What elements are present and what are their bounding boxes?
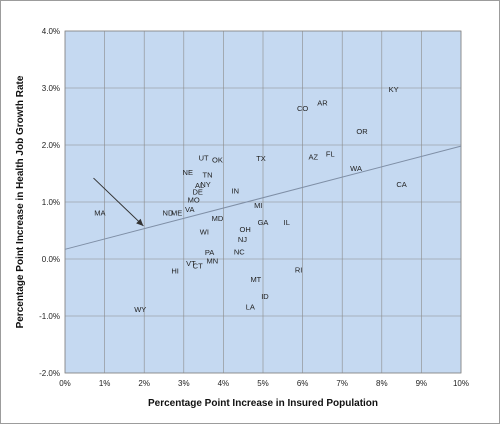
point-label-az: AZ (308, 152, 318, 161)
x-tick-label: 4% (218, 379, 230, 388)
tick-labels: 0% 1% 2% 3% 4% 5% 6% 7% 8% 9% 10% -2.0% -1.0% 0.0% 1.0… (39, 27, 469, 388)
point-label-va: VA (185, 205, 194, 214)
x-tick-label: 7% (336, 379, 348, 388)
y-tick-label: -2.0% (39, 369, 60, 378)
point-label-ut: UT (199, 154, 209, 163)
point-label-il: IL (284, 218, 290, 227)
point-label-nj: NJ (238, 235, 247, 244)
y-tick-label: -1.0% (39, 312, 60, 321)
point-label-or: OR (356, 127, 368, 136)
x-tick-label: 0% (59, 379, 71, 388)
y-tick-label: 1.0% (42, 198, 60, 207)
point-label-ar: AR (317, 98, 328, 107)
point-label-in: IN (232, 187, 240, 196)
point-label-wi: WI (200, 228, 209, 237)
point-label-wy: WY (134, 305, 146, 314)
point-label-mo: MO (188, 196, 200, 205)
point-label-hi: HI (171, 266, 179, 275)
point-label-ny: NY (200, 180, 210, 189)
point-label-la: LA (246, 302, 255, 311)
y-tick-label: 2.0% (42, 141, 60, 150)
point-label-al: AL (195, 181, 204, 190)
trendline (64, 145, 462, 250)
point-label-wa: WA (350, 164, 362, 173)
point-label-pa: PA (205, 248, 214, 257)
x-tick-label: 9% (416, 379, 428, 388)
point-label-id: ID (261, 292, 269, 301)
point-label-md: MD (212, 214, 224, 223)
point-label-fl: FL (326, 150, 335, 159)
y-tick-label: 4.0% (42, 27, 60, 36)
point-label-nd: ND (163, 208, 174, 217)
point-label-ca: CA (396, 180, 406, 189)
point-label-vt: VT (186, 259, 196, 268)
point-label-mt: MT (250, 275, 261, 284)
gridlines (64, 30, 462, 374)
point-label-mn: MN (206, 257, 218, 266)
point-label-ma: MA (94, 208, 105, 217)
y-tick-label: 0.0% (42, 255, 60, 264)
x-tick-label: 2% (138, 379, 150, 388)
arrow-shaft (93, 177, 144, 227)
y-tick-label: 3.0% (42, 84, 60, 93)
x-tick-label: 10% (453, 379, 469, 388)
y-axis-title: Percentage Point Increase in Health Job … (15, 75, 26, 328)
x-tick-label: 6% (297, 379, 309, 388)
point-label-ok: OK (212, 155, 223, 164)
point-label-tn: TN (203, 171, 213, 180)
point-label-nc: NC (234, 248, 245, 257)
point-label-co: CO (297, 104, 308, 113)
x-tick-label: 3% (178, 379, 190, 388)
point-label-ga: GA (258, 218, 269, 227)
point-label-ky: KY (389, 85, 399, 94)
point-label-ne: NE (183, 168, 193, 177)
annotation-arrow (93, 177, 144, 227)
x-axis-title: Percentage Point Increase in Insured Pop… (148, 398, 378, 409)
point-label-mi: MI (254, 201, 262, 210)
point-label-ri: RI (295, 265, 303, 274)
point-label-ct: CT (193, 261, 203, 270)
x-tick-label: 5% (257, 379, 269, 388)
x-tick-label: 8% (376, 379, 388, 388)
point-label-tx: TX (256, 154, 266, 163)
arrow-head (136, 218, 144, 226)
point-label-oh: OH (240, 225, 251, 234)
point-label-me: ME (171, 208, 182, 217)
point-label-de: DE (192, 188, 202, 197)
x-tick-label: 1% (99, 379, 111, 388)
